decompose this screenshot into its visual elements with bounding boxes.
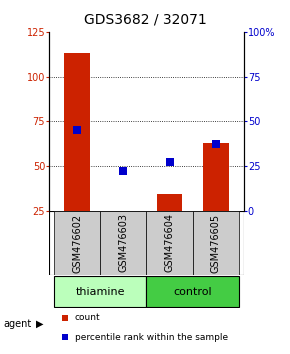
Text: ▶: ▶	[36, 319, 44, 329]
Bar	[54, 211, 100, 275]
Text: GSM476605: GSM476605	[211, 213, 221, 273]
Text: percentile rank within the sample: percentile rank within the sample	[75, 333, 228, 342]
Bar	[54, 276, 146, 307]
Text: GSM476604: GSM476604	[165, 213, 175, 273]
Text: GSM476603: GSM476603	[118, 213, 128, 273]
Text: count: count	[75, 313, 100, 322]
Bar	[64, 53, 90, 211]
Text: GDS3682 / 32071: GDS3682 / 32071	[84, 12, 206, 27]
Point	[63, 315, 67, 320]
Bar	[146, 211, 193, 275]
Point	[75, 127, 79, 133]
Point	[213, 142, 218, 147]
Bar	[146, 276, 239, 307]
Point	[63, 334, 67, 340]
Bar	[100, 211, 146, 275]
Bar	[193, 211, 239, 275]
Bar	[157, 194, 182, 211]
Text: control: control	[173, 287, 212, 297]
Point	[167, 159, 172, 165]
Text: GSM476602: GSM476602	[72, 213, 82, 273]
Bar	[203, 143, 229, 211]
Text: thiamine: thiamine	[75, 287, 125, 297]
Point	[121, 169, 126, 174]
Text: agent: agent	[3, 319, 31, 329]
